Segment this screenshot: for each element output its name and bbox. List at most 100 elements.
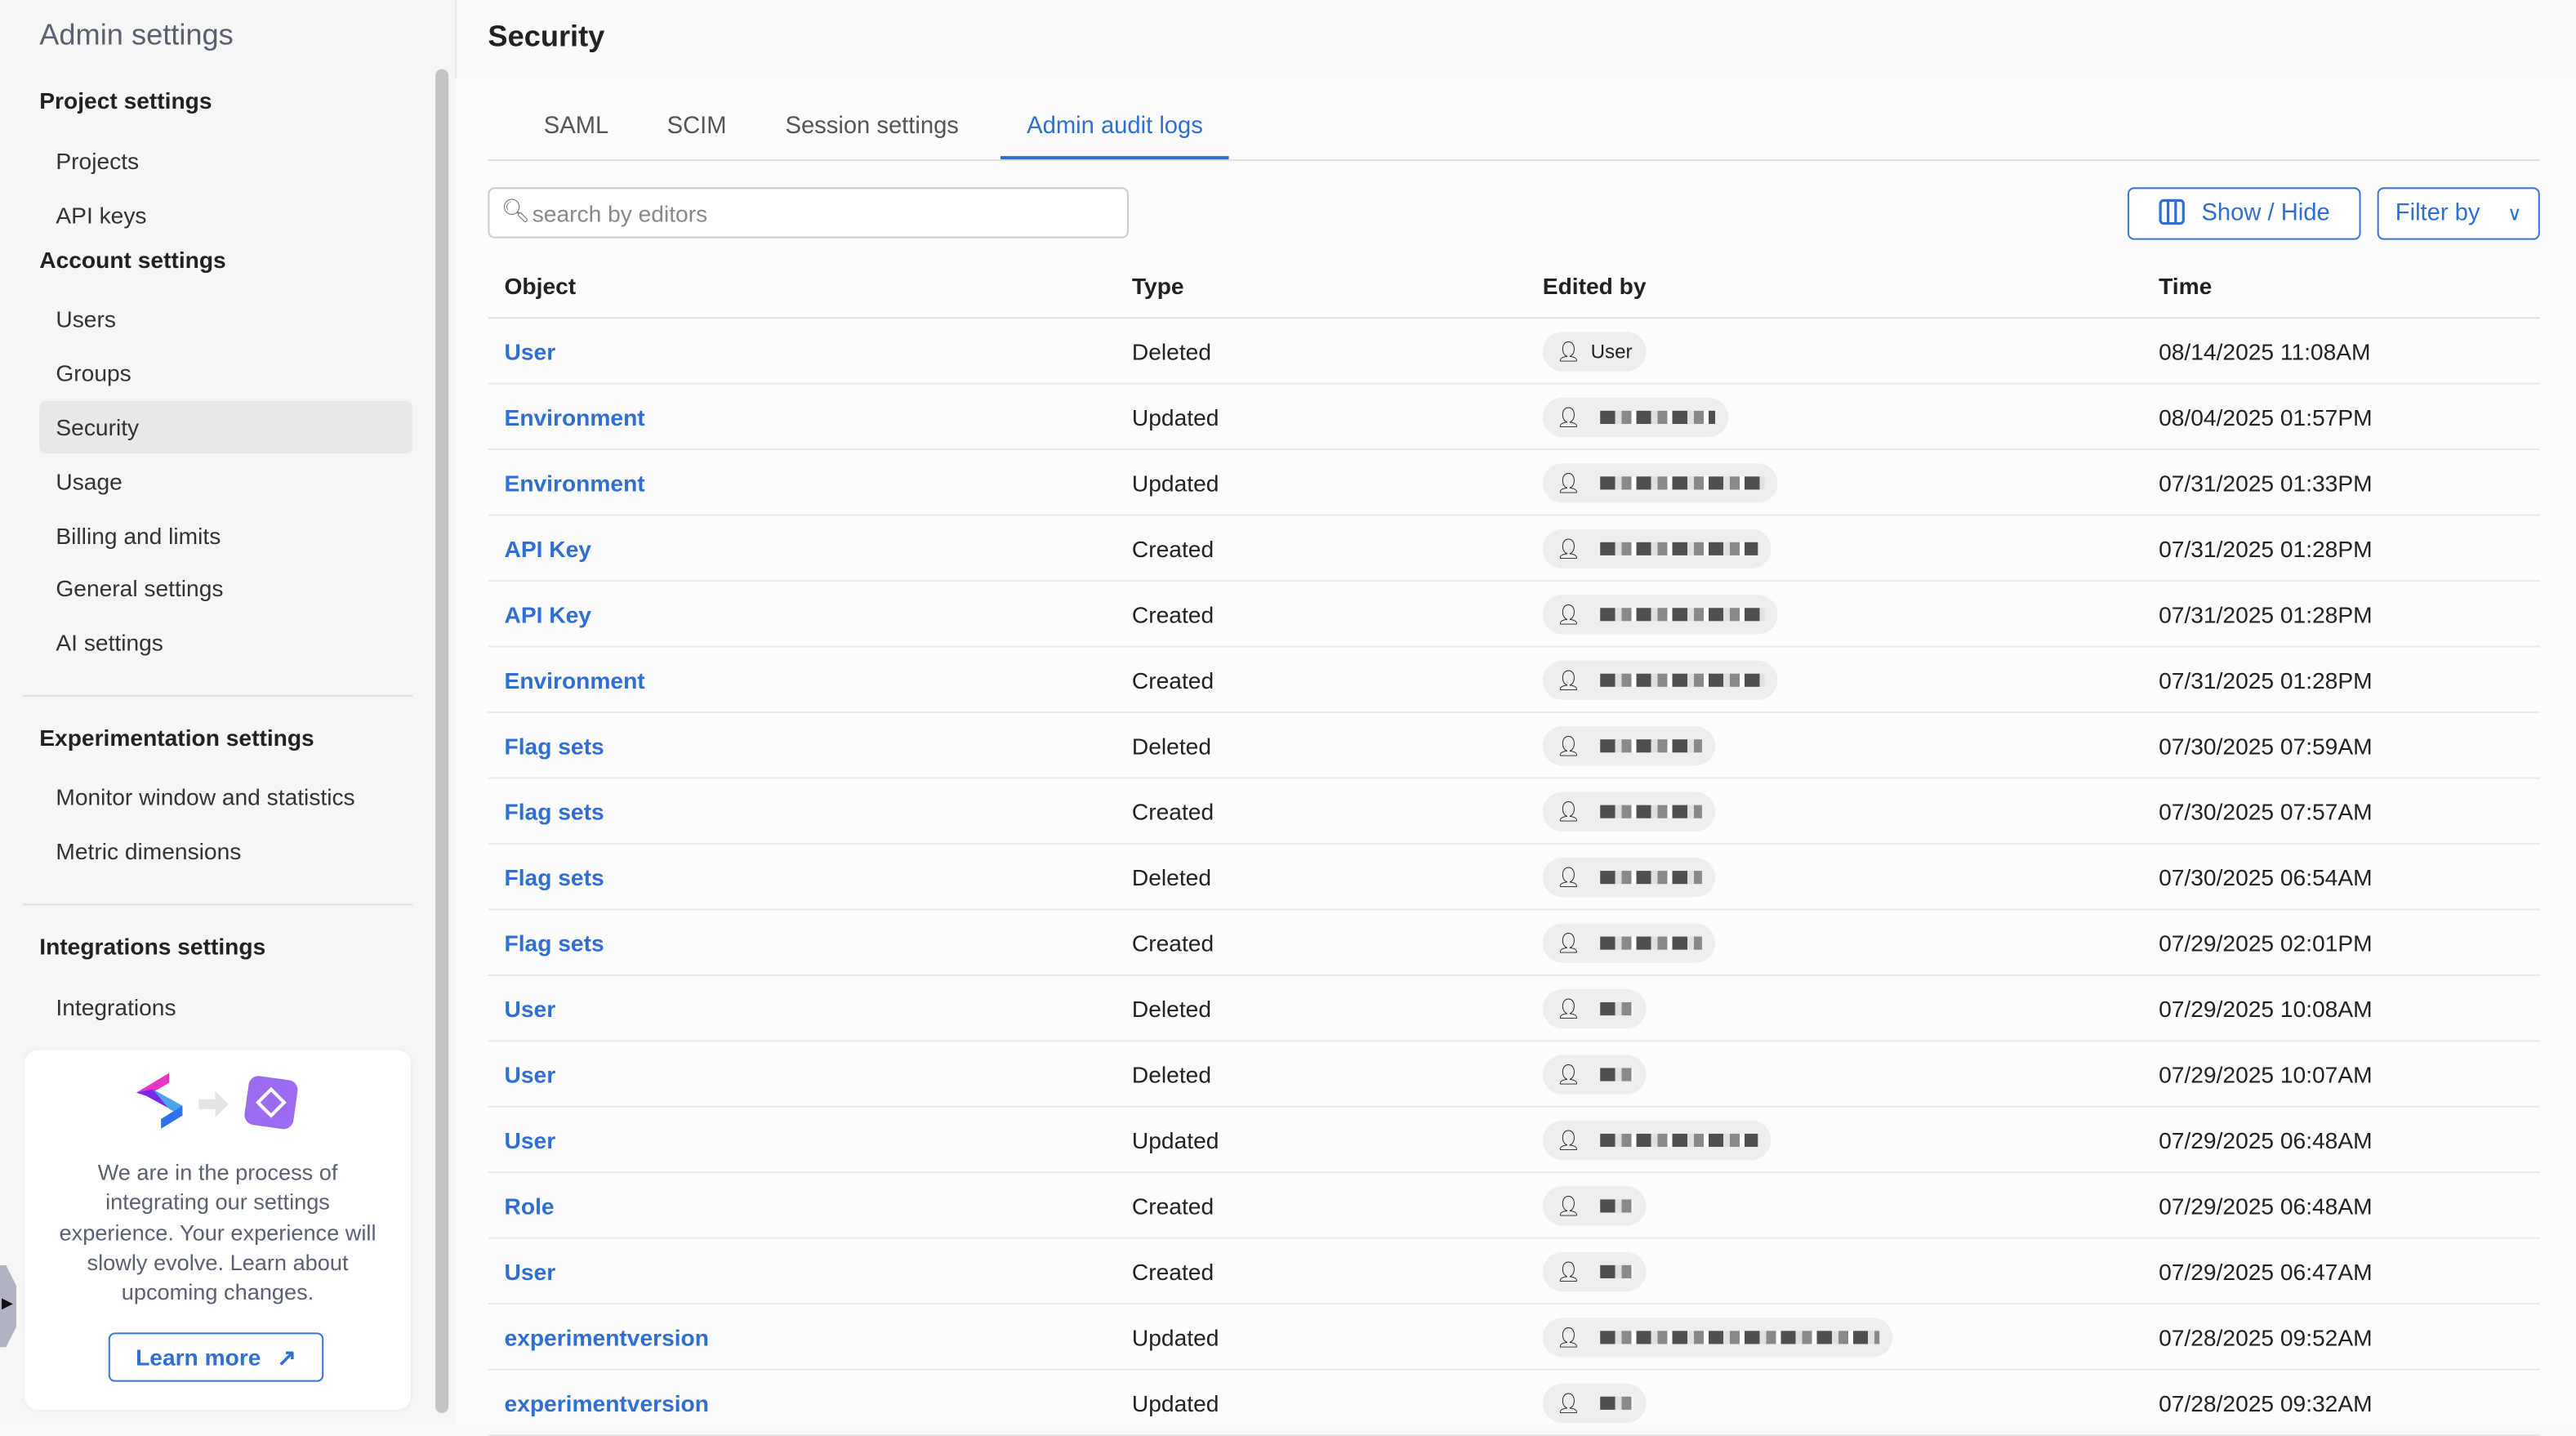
editor-pill: 👤︎ bbox=[1542, 725, 1716, 765]
editor-pill: 👤︎ bbox=[1542, 988, 1647, 1028]
table-row[interactable]: Role Created 👤︎ 07/29/2025 06:48AM bbox=[488, 1172, 2540, 1239]
edited-by-cell: 👤︎ User bbox=[1526, 318, 2142, 385]
redacted-name bbox=[1600, 1001, 1633, 1015]
object-link[interactable]: Environment bbox=[488, 383, 1116, 451]
table-row[interactable]: User Updated 👤︎ 07/29/2025 06:48AM bbox=[488, 1106, 2540, 1174]
column-header-edited-by[interactable]: Edited by bbox=[1526, 252, 2142, 319]
time-cell: 07/31/2025 01:28PM bbox=[2141, 646, 2540, 713]
divider bbox=[23, 694, 412, 697]
time-cell: 07/30/2025 07:57AM bbox=[2141, 778, 2540, 845]
time-cell: 07/31/2025 01:28PM bbox=[2141, 515, 2540, 582]
object-link[interactable]: User bbox=[488, 1041, 1116, 1108]
object-link[interactable]: User bbox=[488, 1238, 1116, 1305]
filter-by-dropdown[interactable]: Filter by ∨ bbox=[2377, 187, 2540, 240]
table-row[interactable]: User Created 👤︎ 07/29/2025 06:47AM bbox=[488, 1238, 2540, 1305]
sidebar-item-api-keys[interactable]: API keys bbox=[56, 202, 147, 229]
object-link[interactable]: Environment bbox=[488, 449, 1116, 516]
object-link[interactable]: Flag sets bbox=[488, 843, 1116, 911]
audit-log-table: Object Type Edited by Time User Deleted … bbox=[488, 252, 2540, 1436]
object-link[interactable]: Environment bbox=[488, 646, 1116, 713]
object-link[interactable]: User bbox=[488, 318, 1116, 385]
sidebar: Admin settings Project settings Projects… bbox=[0, 0, 457, 1425]
table-row[interactable]: Flag sets Created 👤︎ 07/30/2025 07:57AM bbox=[488, 778, 2540, 845]
sidebar-item-security[interactable]: Security bbox=[39, 400, 412, 454]
type-cell: Deleted bbox=[1115, 711, 1526, 779]
edited-by-cell: 👤︎ bbox=[1526, 778, 2142, 845]
sidebar-item-monitor-window[interactable]: Monitor window and statistics bbox=[56, 783, 355, 810]
table-row[interactable]: experimentversion Updated 👤︎ 07/28/2025 … bbox=[488, 1304, 2540, 1371]
column-header-type[interactable]: Type bbox=[1115, 252, 1526, 319]
edited-by-cell: 👤︎ bbox=[1526, 1041, 2142, 1108]
redacted-name bbox=[1600, 1395, 1633, 1409]
editor-pill: 👤︎ bbox=[1542, 1054, 1647, 1094]
collapse-handle[interactable]: ▶ bbox=[0, 1264, 17, 1348]
table-row[interactable]: experimentversion Updated 👤︎ 07/28/2025 … bbox=[488, 1369, 2540, 1436]
table-row[interactable]: Flag sets Deleted 👤︎ 07/30/2025 07:59AM bbox=[488, 711, 2540, 779]
time-cell: 07/29/2025 10:07AM bbox=[2141, 1041, 2540, 1108]
show-hide-button[interactable]: Show / Hide bbox=[2127, 187, 2361, 240]
learn-more-label: Learn more bbox=[136, 1344, 261, 1371]
table-row[interactable]: API Key Created 👤︎ 07/31/2025 01:28PM bbox=[488, 515, 2540, 582]
tab-session-settings[interactable]: Session settings bbox=[785, 113, 959, 140]
sidebar-item-groups[interactable]: Groups bbox=[56, 359, 131, 386]
user-icon: 👤︎ bbox=[1555, 1390, 1581, 1414]
type-cell: Updated bbox=[1115, 449, 1526, 516]
table-row[interactable]: Flag sets Deleted 👤︎ 07/30/2025 06:54AM bbox=[488, 843, 2540, 911]
object-link[interactable]: Flag sets bbox=[488, 711, 1116, 779]
user-icon: 👤︎ bbox=[1555, 470, 1581, 494]
table-row[interactable]: User Deleted 👤︎ User 08/14/2025 11:08AM bbox=[488, 318, 2540, 385]
redacted-name bbox=[1600, 1067, 1633, 1081]
column-header-object[interactable]: Object bbox=[488, 252, 1116, 319]
object-link[interactable]: Flag sets bbox=[488, 909, 1116, 976]
editor-pill: 👤︎ User bbox=[1542, 331, 1646, 371]
object-link[interactable]: Role bbox=[488, 1172, 1116, 1239]
migration-logos-icon bbox=[136, 1073, 298, 1130]
table-row[interactable]: Environment Updated 👤︎ 08/04/2025 01:57P… bbox=[488, 383, 2540, 451]
sidebar-item-projects[interactable]: Projects bbox=[56, 148, 140, 175]
editor-pill: 👤︎ bbox=[1542, 1317, 1893, 1357]
table-row[interactable]: User Deleted 👤︎ 07/29/2025 10:08AM bbox=[488, 974, 2540, 1042]
section-experimentation-settings: Experimentation settings bbox=[39, 725, 314, 751]
object-link[interactable]: API Key bbox=[488, 515, 1116, 582]
sidebar-item-ai-settings[interactable]: AI settings bbox=[56, 629, 163, 656]
editor-pill: 👤︎ bbox=[1542, 396, 1729, 437]
tab-saml[interactable]: SAML bbox=[543, 113, 609, 140]
redacted-name bbox=[1600, 870, 1703, 884]
object-link[interactable]: API Key bbox=[488, 581, 1116, 648]
user-icon: 👤︎ bbox=[1555, 996, 1581, 1020]
edited-by-cell: 👤︎ bbox=[1526, 909, 2142, 976]
time-cell: 08/04/2025 01:57PM bbox=[2141, 383, 2540, 451]
type-cell: Created bbox=[1115, 909, 1526, 976]
object-link[interactable]: User bbox=[488, 1106, 1116, 1174]
sidebar-item-users[interactable]: Users bbox=[56, 305, 116, 332]
edited-by-cell: 👤︎ bbox=[1526, 449, 2142, 516]
edited-by-cell: 👤︎ bbox=[1526, 1106, 2142, 1174]
object-link[interactable]: User bbox=[488, 974, 1116, 1042]
table-row[interactable]: Environment Updated 👤︎ 07/31/2025 01:33P… bbox=[488, 449, 2540, 516]
redacted-name bbox=[1600, 804, 1703, 818]
tab-scim[interactable]: SCIM bbox=[666, 113, 727, 140]
object-link[interactable]: experimentversion bbox=[488, 1304, 1116, 1371]
editor-pill: 👤︎ bbox=[1542, 1185, 1647, 1225]
section-integrations-settings: Integrations settings bbox=[39, 933, 266, 960]
sidebar-item-general-settings[interactable]: General settings bbox=[56, 575, 224, 602]
edited-by-cell: 👤︎ bbox=[1526, 974, 2142, 1042]
table-row[interactable]: Flag sets Created 👤︎ 07/29/2025 02:01PM bbox=[488, 909, 2540, 976]
table-row[interactable]: Environment Created 👤︎ 07/31/2025 01:28P… bbox=[488, 646, 2540, 713]
sidebar-item-integrations[interactable]: Integrations bbox=[56, 993, 176, 1021]
editor-pill: 👤︎ bbox=[1542, 528, 1772, 568]
table-row[interactable]: API Key Created 👤︎ 07/31/2025 01:28PM bbox=[488, 581, 2540, 648]
learn-more-button[interactable]: Learn more ↗ bbox=[108, 1332, 324, 1382]
sidebar-item-billing[interactable]: Billing and limits bbox=[56, 522, 221, 549]
table-row[interactable]: User Deleted 👤︎ 07/29/2025 10:07AM bbox=[488, 1041, 2540, 1108]
sidebar-item-metric-dimensions[interactable]: Metric dimensions bbox=[56, 837, 242, 865]
sidebar-title: Admin settings bbox=[39, 18, 234, 51]
object-link[interactable]: experimentversion bbox=[488, 1369, 1116, 1436]
redacted-name bbox=[1600, 607, 1765, 621]
sidebar-item-usage[interactable]: Usage bbox=[56, 468, 123, 495]
object-link[interactable]: Flag sets bbox=[488, 778, 1116, 845]
column-header-time[interactable]: Time bbox=[2141, 252, 2540, 319]
tab-admin-audit-logs[interactable]: Admin audit logs bbox=[1001, 96, 1230, 160]
sidebar-scrollbar[interactable] bbox=[435, 69, 449, 1413]
search-input[interactable] bbox=[528, 198, 1111, 229]
